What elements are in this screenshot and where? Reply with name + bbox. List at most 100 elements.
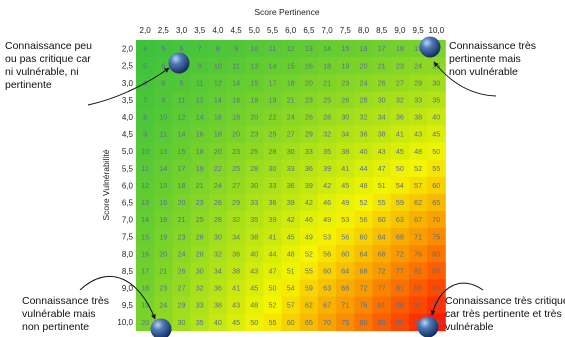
cell-value-label: 29 bbox=[305, 130, 313, 139]
cell-value-label: 20 bbox=[178, 198, 186, 207]
cell-value-label: 50 bbox=[432, 147, 440, 156]
cell-value-label: 6 bbox=[161, 61, 165, 70]
cell-value-label: 20 bbox=[250, 113, 258, 122]
heatmap-cell bbox=[190, 193, 210, 212]
heatmap-cell bbox=[154, 296, 173, 314]
cell-value-label: 34 bbox=[232, 232, 240, 241]
heatmap-cell bbox=[354, 262, 373, 280]
heatmap-cell bbox=[318, 125, 337, 143]
heatmap-cell bbox=[372, 159, 392, 178]
heatmap-cell bbox=[227, 296, 246, 314]
cell-value-label: 86 bbox=[414, 284, 422, 293]
cell-value-label: 55 bbox=[269, 318, 277, 327]
cell-value-label: 30 bbox=[214, 232, 222, 241]
cell-value-label: 15 bbox=[141, 232, 149, 241]
heatmap-cell bbox=[299, 279, 319, 297]
corner-sphere-marker bbox=[150, 318, 172, 337]
heatmap-cell bbox=[227, 40, 246, 58]
heatmap-cell bbox=[409, 125, 428, 143]
heatmap-cell bbox=[409, 74, 428, 92]
heatmap-cell bbox=[390, 176, 410, 195]
heatmap-cell bbox=[172, 296, 191, 314]
heatmap-cell bbox=[154, 211, 173, 229]
heatmap-cell bbox=[281, 125, 301, 143]
cell-value-label: 52 bbox=[414, 164, 422, 173]
x-tick-label: 4,5 bbox=[231, 26, 243, 35]
cell-value-label: 11 bbox=[232, 61, 239, 70]
cell-value-label: 39 bbox=[305, 181, 313, 190]
cell-value-label: 17 bbox=[178, 164, 186, 173]
cell-value-label: 11 bbox=[269, 44, 276, 53]
x-tick-label: 7,5 bbox=[340, 26, 352, 35]
heatmap-cell bbox=[263, 108, 282, 126]
heatmap-cell bbox=[299, 91, 319, 109]
cell-value-label: 48 bbox=[287, 249, 295, 258]
heatmap-cell bbox=[281, 296, 301, 314]
heatmap-cell bbox=[336, 262, 355, 280]
heatmap-cell bbox=[390, 125, 410, 143]
x-tick-label: 9,0 bbox=[394, 26, 406, 35]
cell-value-label: 44 bbox=[269, 249, 277, 258]
cell-value-label: 39 bbox=[323, 164, 331, 173]
heatmap-cell bbox=[427, 193, 446, 212]
heatmap-cell bbox=[263, 125, 282, 143]
heatmap-cell bbox=[172, 125, 191, 143]
cell-value-label: 18 bbox=[287, 78, 295, 87]
heatmap-cell bbox=[281, 262, 301, 280]
cell-value-label: 55 bbox=[305, 266, 313, 275]
y-axis-ticks: 2,0 2,5 3,0 3,5 4,0 4,5 5,0 5,5 6,0 6,5 7,0 7,5 8,0 8… bbox=[117, 45, 133, 328]
cell-value-label: 14 bbox=[214, 95, 222, 104]
annotation-arrow bbox=[430, 282, 484, 316]
cell-value-label: 67 bbox=[414, 215, 422, 224]
heatmap-cell bbox=[227, 279, 246, 297]
heatmap-cell bbox=[354, 193, 373, 212]
cell-value-label: 35 bbox=[432, 95, 440, 104]
heatmap-cell bbox=[154, 279, 173, 297]
heatmap-cell bbox=[299, 245, 319, 263]
heatmap-cell bbox=[154, 91, 173, 109]
cell-value-label: 23 bbox=[250, 130, 258, 139]
cell-value-label: 36 bbox=[214, 284, 222, 293]
cell-value-label: 14 bbox=[178, 130, 186, 139]
heatmap-cell bbox=[390, 193, 410, 212]
heatmap-cell bbox=[372, 40, 392, 58]
heatmap-cell bbox=[263, 228, 282, 246]
cell-value-label: 5 bbox=[143, 61, 147, 70]
cell-value-label: 24 bbox=[360, 78, 368, 87]
heatmap-cell bbox=[281, 159, 301, 178]
heatmap-cell bbox=[245, 57, 264, 75]
cell-value-label: 33 bbox=[250, 198, 258, 207]
heatmap-cell bbox=[245, 74, 264, 92]
heatmap-cell bbox=[299, 228, 319, 246]
cell-value-label: 14 bbox=[269, 61, 277, 70]
x-tick-label: 8,0 bbox=[358, 26, 370, 35]
cell-value-label: 90 bbox=[432, 284, 440, 293]
heatmap-cell bbox=[372, 142, 392, 161]
annotations: Connaissance peu ou pas critique car ni vu… bbox=[5, 40, 565, 333]
cell-value-label: 6 bbox=[180, 44, 184, 53]
heatmap-cell bbox=[427, 245, 446, 263]
heatmap-cell bbox=[172, 74, 191, 92]
heatmap-cell bbox=[409, 176, 428, 195]
heatmap-cell bbox=[245, 262, 264, 280]
heatmap-cell bbox=[136, 176, 155, 195]
heatmap-cell bbox=[372, 296, 392, 314]
heatmap-cell bbox=[245, 108, 264, 126]
cell-value-label: 32 bbox=[214, 249, 222, 258]
heatmap-cell bbox=[318, 142, 337, 161]
cell-value-label: 64 bbox=[360, 249, 368, 258]
cell-value-label: 13 bbox=[159, 147, 167, 156]
heatmap-cell bbox=[390, 313, 410, 332]
corner-sphere-marker bbox=[417, 316, 439, 337]
cell-value-label: 56 bbox=[323, 249, 331, 258]
cell-value-label: 30 bbox=[287, 147, 295, 156]
heatmap-cell bbox=[172, 193, 191, 212]
cell-value-label: 38 bbox=[341, 147, 349, 156]
cell-value-label: 29 bbox=[232, 198, 240, 207]
heatmap-cell bbox=[427, 211, 446, 229]
heatmap-cell bbox=[354, 91, 373, 109]
heatmap-cell bbox=[154, 262, 173, 280]
heatmap-cell bbox=[263, 296, 282, 314]
cell-value-label: 42 bbox=[287, 215, 295, 224]
cell-value-label: 71 bbox=[341, 301, 349, 310]
